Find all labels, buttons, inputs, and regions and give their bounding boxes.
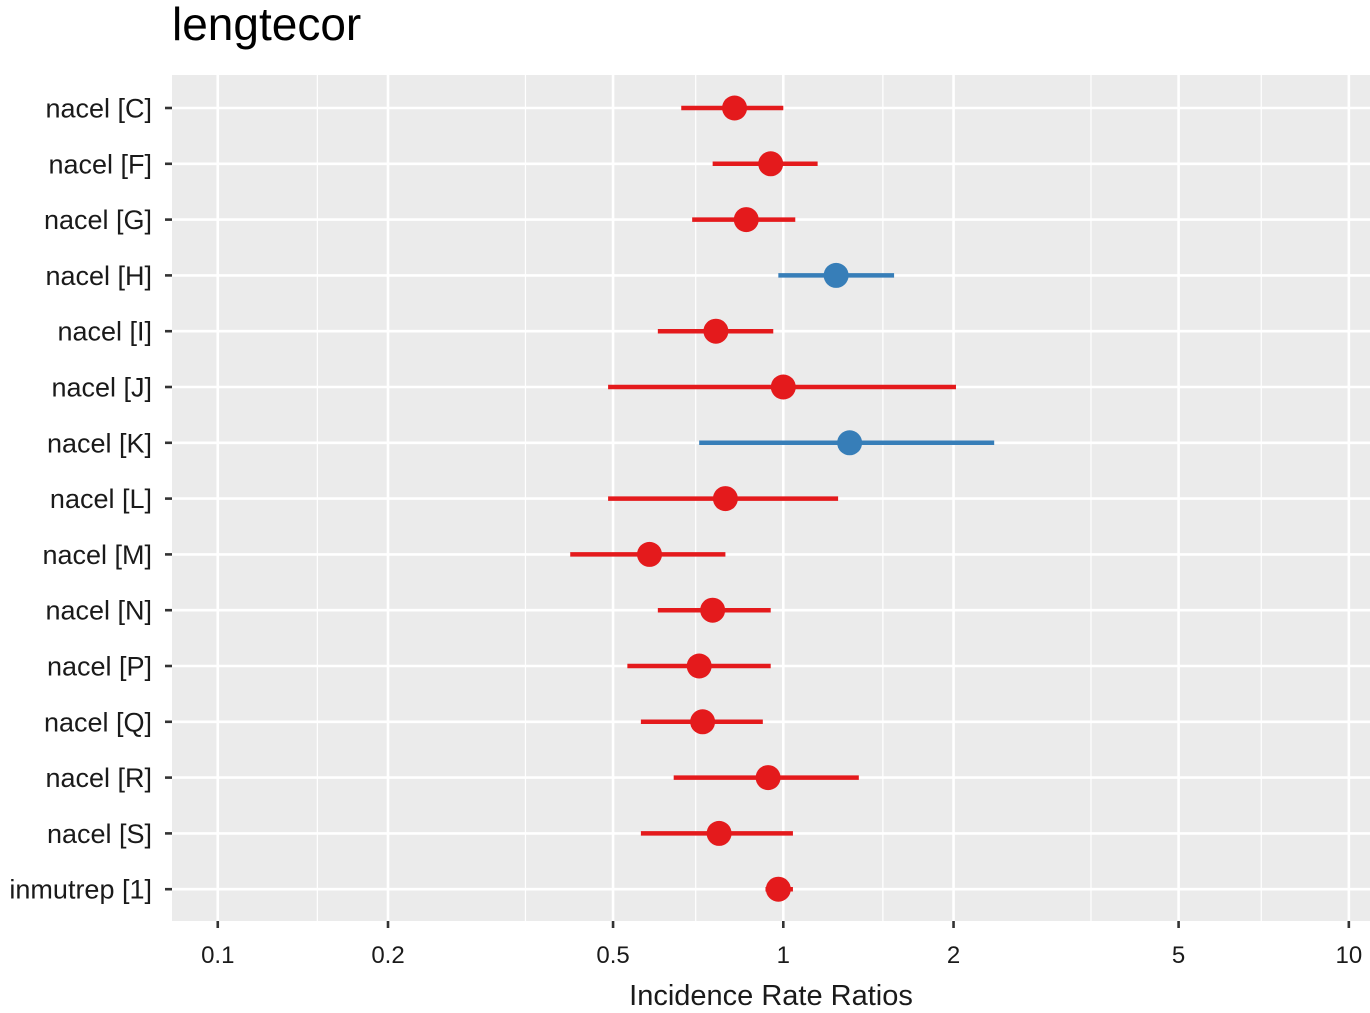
x-tick-label-5: 5 bbox=[1172, 942, 1185, 969]
x-tick-label-2: 0.5 bbox=[596, 942, 629, 969]
data-marks bbox=[570, 95, 995, 902]
point-estimate-13 bbox=[706, 820, 732, 846]
x-tick-label-6: 10 bbox=[1335, 942, 1362, 969]
y-tick-label-8: nacel [M] bbox=[42, 540, 152, 570]
point-estimate-4 bbox=[703, 318, 729, 344]
y-tick-label-11: nacel [Q] bbox=[44, 707, 152, 737]
point-estimate-6 bbox=[837, 430, 863, 456]
y-tick-label-13: nacel [S] bbox=[47, 819, 152, 849]
x-tick-label-1: 0.2 bbox=[371, 942, 404, 969]
point-estimate-0 bbox=[722, 95, 748, 121]
point-estimate-3 bbox=[823, 262, 849, 288]
point-estimate-5 bbox=[770, 374, 796, 400]
x-tick-label-0: 0.1 bbox=[201, 942, 234, 969]
point-estimate-1 bbox=[758, 151, 784, 177]
point-estimate-14 bbox=[765, 876, 791, 902]
y-tick-label-12: nacel [R] bbox=[45, 763, 152, 793]
y-tick-label-14: inmutrep [1] bbox=[9, 875, 152, 905]
point-estimate-2 bbox=[733, 207, 759, 233]
point-estimate-9 bbox=[700, 597, 726, 623]
y-tick-label-6: nacel [K] bbox=[47, 428, 152, 458]
y-tick-label-1: nacel [F] bbox=[48, 149, 152, 179]
point-estimate-7 bbox=[712, 486, 738, 512]
x-tick-label-4: 2 bbox=[947, 942, 960, 969]
y-tick-label-5: nacel [J] bbox=[51, 373, 152, 403]
point-estimate-12 bbox=[755, 765, 781, 791]
y-tick-label-10: nacel [P] bbox=[47, 652, 152, 682]
y-tick-label-4: nacel [I] bbox=[57, 317, 152, 347]
y-tick-label-7: nacel [L] bbox=[50, 484, 152, 514]
x-axis: 0.1 0.2 0.5 1 2 5 10 bbox=[201, 921, 1362, 969]
chart-title: lengtecor bbox=[172, 0, 361, 50]
point-estimate-10 bbox=[686, 653, 712, 679]
y-tick-label-3: nacel [H] bbox=[45, 261, 152, 291]
y-axis: nacel [C] nacel [F] nacel [G] nacel [H] nace… bbox=[9, 94, 172, 905]
y-tick-label-2: nacel [G] bbox=[44, 205, 152, 235]
point-estimate-8 bbox=[637, 541, 663, 567]
y-tick-label-9: nacel [N] bbox=[45, 596, 152, 626]
y-tick-label-0: nacel [C] bbox=[45, 94, 152, 124]
point-estimate-11 bbox=[690, 709, 716, 735]
x-tick-label-3: 1 bbox=[777, 942, 790, 969]
x-axis-title: Incidence Rate Ratios bbox=[629, 980, 913, 1008]
